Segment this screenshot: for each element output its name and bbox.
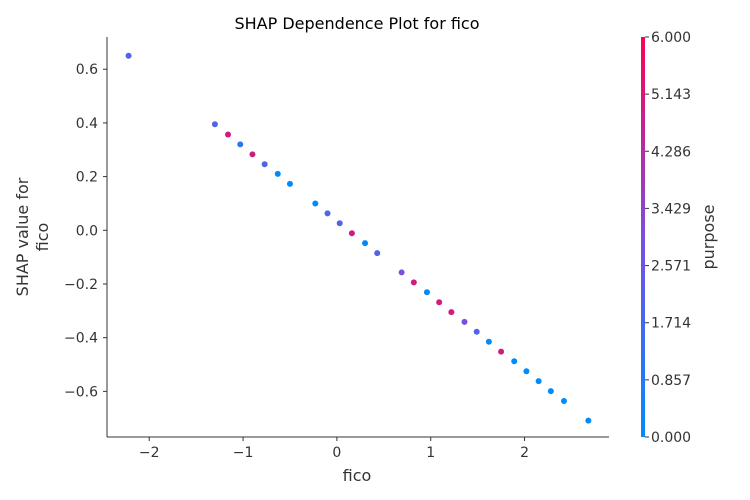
colorbar-gradient	[641, 37, 645, 437]
colorbar: 6.000 5.143 4.286 3.429 2.571 1.714 0.857 0.000…	[641, 30, 718, 446]
x-tick-label: −1	[233, 445, 254, 461]
scatter-point	[336, 220, 343, 227]
colorbar-tick-label: 2.571	[651, 259, 691, 275]
y-axis-label-line-1: SHAP value for	[13, 177, 32, 296]
colorbar-tick-label: 4.286	[651, 144, 691, 160]
colorbar-tick-label: 0.857	[651, 373, 691, 389]
x-tick-label: −2	[139, 445, 160, 461]
scatter-point	[312, 200, 319, 207]
scatter-point	[448, 309, 455, 316]
x-tick-label: 2	[520, 445, 529, 461]
scatter-point	[461, 318, 468, 325]
colorbar-tick-label: 5.143	[651, 87, 691, 103]
colorbar-tick-label: 3.429	[651, 201, 691, 217]
scatter-point	[374, 250, 381, 257]
y-tick-label: 0.6	[76, 62, 98, 78]
scatter-point	[398, 269, 405, 276]
scatter-point	[560, 398, 567, 405]
scatter-point	[348, 230, 355, 237]
scatter-point	[261, 161, 268, 168]
y-ticks: 0.6 0.4 0.2 0.0 −0.2 −0.4 −0.6	[64, 62, 107, 400]
scatter-point	[286, 180, 293, 187]
x-axis-label: fico	[343, 466, 372, 485]
y-tick-label: −0.6	[64, 384, 98, 400]
colorbar-label: purpose	[699, 205, 718, 270]
scatter-point	[585, 417, 592, 424]
scatter-point	[225, 131, 232, 138]
scatter-points	[125, 52, 592, 424]
y-tick-label: −0.4	[64, 331, 98, 347]
scatter-point	[324, 210, 331, 217]
y-axis-label: SHAP value for fico	[13, 177, 52, 296]
scatter-point	[125, 52, 132, 59]
plot-area: −2 −1 0 1 2 0.6 0.4 0.2 0.0 −0.2 −0.4 −0.6	[64, 37, 609, 461]
scatter-point	[485, 338, 492, 345]
scatter-point	[274, 170, 281, 177]
colorbar-tick-label: 0.000	[651, 430, 691, 446]
y-axis-label-line-2: fico	[33, 223, 52, 252]
scatter-point	[249, 151, 256, 158]
scatter-point	[237, 141, 244, 148]
colorbar-tick-label: 6.000	[651, 30, 691, 46]
scatter-point	[547, 388, 554, 395]
chart-title: SHAP Dependence Plot for fico	[234, 14, 479, 33]
scatter-point	[211, 121, 218, 128]
x-ticks: −2 −1 0 1 2	[139, 437, 529, 461]
scatter-point	[535, 378, 542, 385]
scatter-point	[410, 279, 417, 286]
scatter-point	[523, 368, 530, 375]
y-tick-label: 0.0	[76, 223, 98, 239]
scatter-point	[473, 328, 480, 335]
y-tick-label: 0.4	[76, 116, 98, 132]
x-tick-label: 0	[332, 445, 341, 461]
x-tick-label: 1	[426, 445, 435, 461]
y-tick-label: −0.2	[64, 277, 98, 293]
colorbar-ticks: 6.000 5.143 4.286 3.429 2.571 1.714 0.857 0.000	[645, 30, 691, 446]
scatter-point	[436, 299, 443, 306]
scatter-point	[362, 240, 369, 247]
scatter-point	[511, 358, 518, 365]
colorbar-tick-label: 1.714	[651, 316, 691, 332]
scatter-point	[498, 348, 505, 355]
scatter-point	[423, 289, 430, 296]
y-tick-label: 0.2	[76, 170, 98, 186]
